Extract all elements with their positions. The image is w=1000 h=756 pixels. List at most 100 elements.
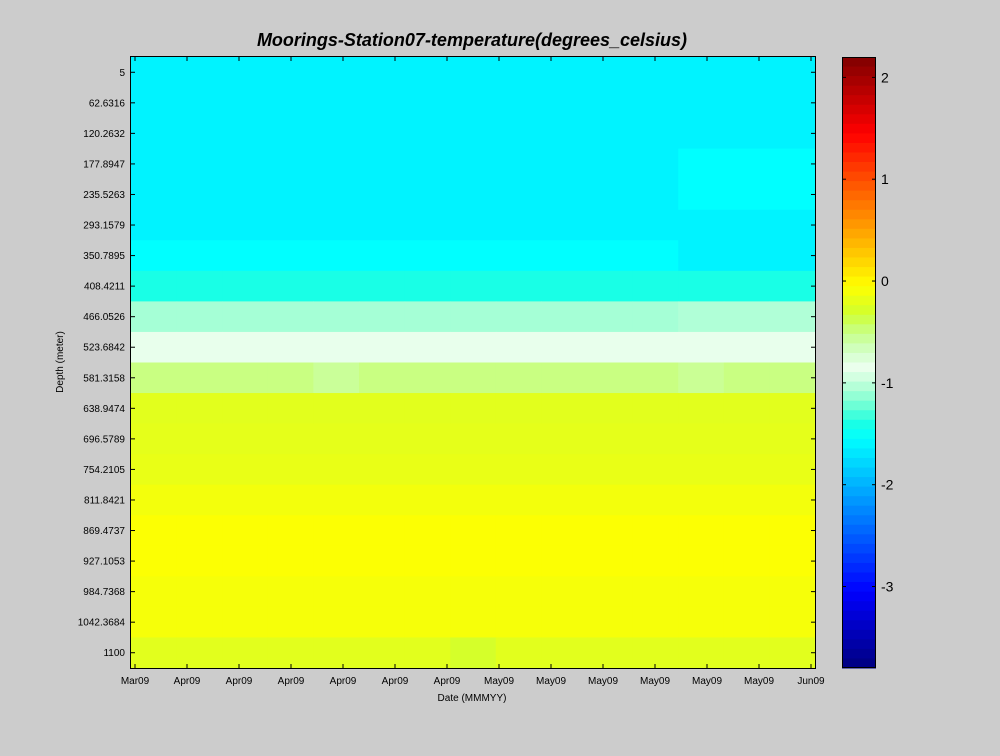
heatmap-cell <box>723 87 770 119</box>
heatmap-cell <box>632 209 679 241</box>
heatmap-cells <box>131 57 816 669</box>
heatmap-cell <box>359 637 406 669</box>
heatmap-cell <box>359 362 406 394</box>
heatmap-cell <box>267 393 314 425</box>
y-tick-label: 927.1053 <box>83 557 125 568</box>
x-tick-label: Apr09 <box>330 676 357 687</box>
heatmap-cell <box>723 148 770 180</box>
y-tick-label: 350.7895 <box>83 251 125 262</box>
colorbar-segment <box>842 419 876 430</box>
heatmap-cell <box>450 148 497 180</box>
heatmap-cell <box>587 576 634 608</box>
y-tick-label: 5 <box>119 68 125 79</box>
heatmap-cell <box>723 423 770 455</box>
heatmap-cell <box>678 545 725 577</box>
heatmap-cell <box>222 606 269 639</box>
y-tick-label: 293.1579 <box>83 221 125 232</box>
heatmap-cell <box>495 393 542 425</box>
heatmap-cell <box>723 545 770 577</box>
heatmap-cell <box>723 362 770 394</box>
heatmap-cell <box>267 637 314 669</box>
heatmap-cell <box>678 515 725 547</box>
heatmap-cell <box>359 515 406 547</box>
heatmap-cell <box>769 606 816 639</box>
heatmap-cell <box>678 179 725 211</box>
heatmap-cell <box>723 57 770 89</box>
colorbar-segment <box>842 410 876 421</box>
heatmap-cell <box>495 301 542 333</box>
colorbar-segment <box>842 133 876 144</box>
x-axis-label: Date (MMMYY) <box>438 693 507 704</box>
heatmap-cell <box>131 87 178 119</box>
heatmap-cell <box>222 148 269 180</box>
heatmap-cell <box>313 240 360 272</box>
heatmap-cell <box>450 576 497 608</box>
heatmap-cell <box>313 606 360 639</box>
heatmap-cell <box>632 118 679 150</box>
heatmap-cell <box>723 606 770 639</box>
colorbar-segment <box>842 76 876 87</box>
heatmap-cell <box>176 209 223 241</box>
heatmap-cell <box>495 576 542 608</box>
colorbar-segment <box>842 171 876 182</box>
heatmap-cell <box>495 484 542 516</box>
heatmap-cell <box>632 87 679 119</box>
heatmap-cell <box>359 57 406 89</box>
heatmap-cell <box>678 57 725 89</box>
colorbar-segment <box>842 515 876 526</box>
heatmap-cell <box>222 423 269 455</box>
heatmap-cell <box>769 87 816 119</box>
x-tick-label: May09 <box>588 676 618 687</box>
heatmap-cell <box>359 545 406 577</box>
heatmap-cell <box>267 240 314 272</box>
heatmap-cell <box>404 393 451 425</box>
colorbar-segment <box>842 162 876 173</box>
heatmap-cell <box>723 454 770 486</box>
heatmap-cell <box>450 118 497 150</box>
heatmap-cell <box>495 118 542 150</box>
heatmap-cell <box>222 576 269 608</box>
heatmap-cell <box>404 118 451 150</box>
heatmap-cell <box>404 240 451 272</box>
heatmap-cell <box>587 637 634 669</box>
heatmap-cell <box>404 454 451 486</box>
heatmap-cell <box>450 362 497 394</box>
heatmap-cell <box>267 118 314 150</box>
y-axis: 5 62.6316 120.2632 177.8947 235.5263 293.1579… <box>78 68 815 659</box>
heatmap-cell <box>678 362 725 394</box>
heatmap-cell <box>313 270 360 302</box>
heatmap-cell <box>267 179 314 211</box>
heatmap-cell <box>404 209 451 241</box>
x-tick-label: May09 <box>536 676 566 687</box>
colorbar-tick-label: 1 <box>881 171 889 187</box>
heatmap-cell <box>176 362 223 394</box>
heatmap-cell <box>587 57 634 89</box>
heatmap-cell <box>632 637 679 669</box>
y-tick-label: 754.2105 <box>83 465 125 476</box>
heatmap-cell <box>495 270 542 302</box>
colorbar-segment <box>842 391 876 402</box>
heatmap-cell <box>632 393 679 425</box>
heatmap-cell <box>632 484 679 516</box>
heatmap-cell <box>313 148 360 180</box>
colorbar-segment <box>842 524 876 535</box>
heatmap-cell <box>495 637 542 669</box>
heatmap-cell <box>131 454 178 486</box>
colorbar-tick-label: -2 <box>881 477 894 493</box>
heatmap-cell <box>678 270 725 302</box>
heatmap-cell <box>176 545 223 577</box>
x-tick-label: Apr09 <box>174 676 201 687</box>
colorbar-segment <box>842 648 876 659</box>
heatmap-cell <box>359 87 406 119</box>
heatmap-cell <box>131 240 178 272</box>
heatmap-cell <box>541 362 588 394</box>
y-axis-label: Depth (meter) <box>55 331 66 393</box>
heatmap-cell <box>769 331 816 364</box>
colorbar-segment <box>842 209 876 220</box>
heatmap-cell <box>131 545 178 577</box>
colorbar-segment <box>842 104 876 115</box>
heatmap-cell <box>541 270 588 302</box>
colorbar-tick-label: 2 <box>881 69 889 85</box>
heatmap-cell <box>723 393 770 425</box>
